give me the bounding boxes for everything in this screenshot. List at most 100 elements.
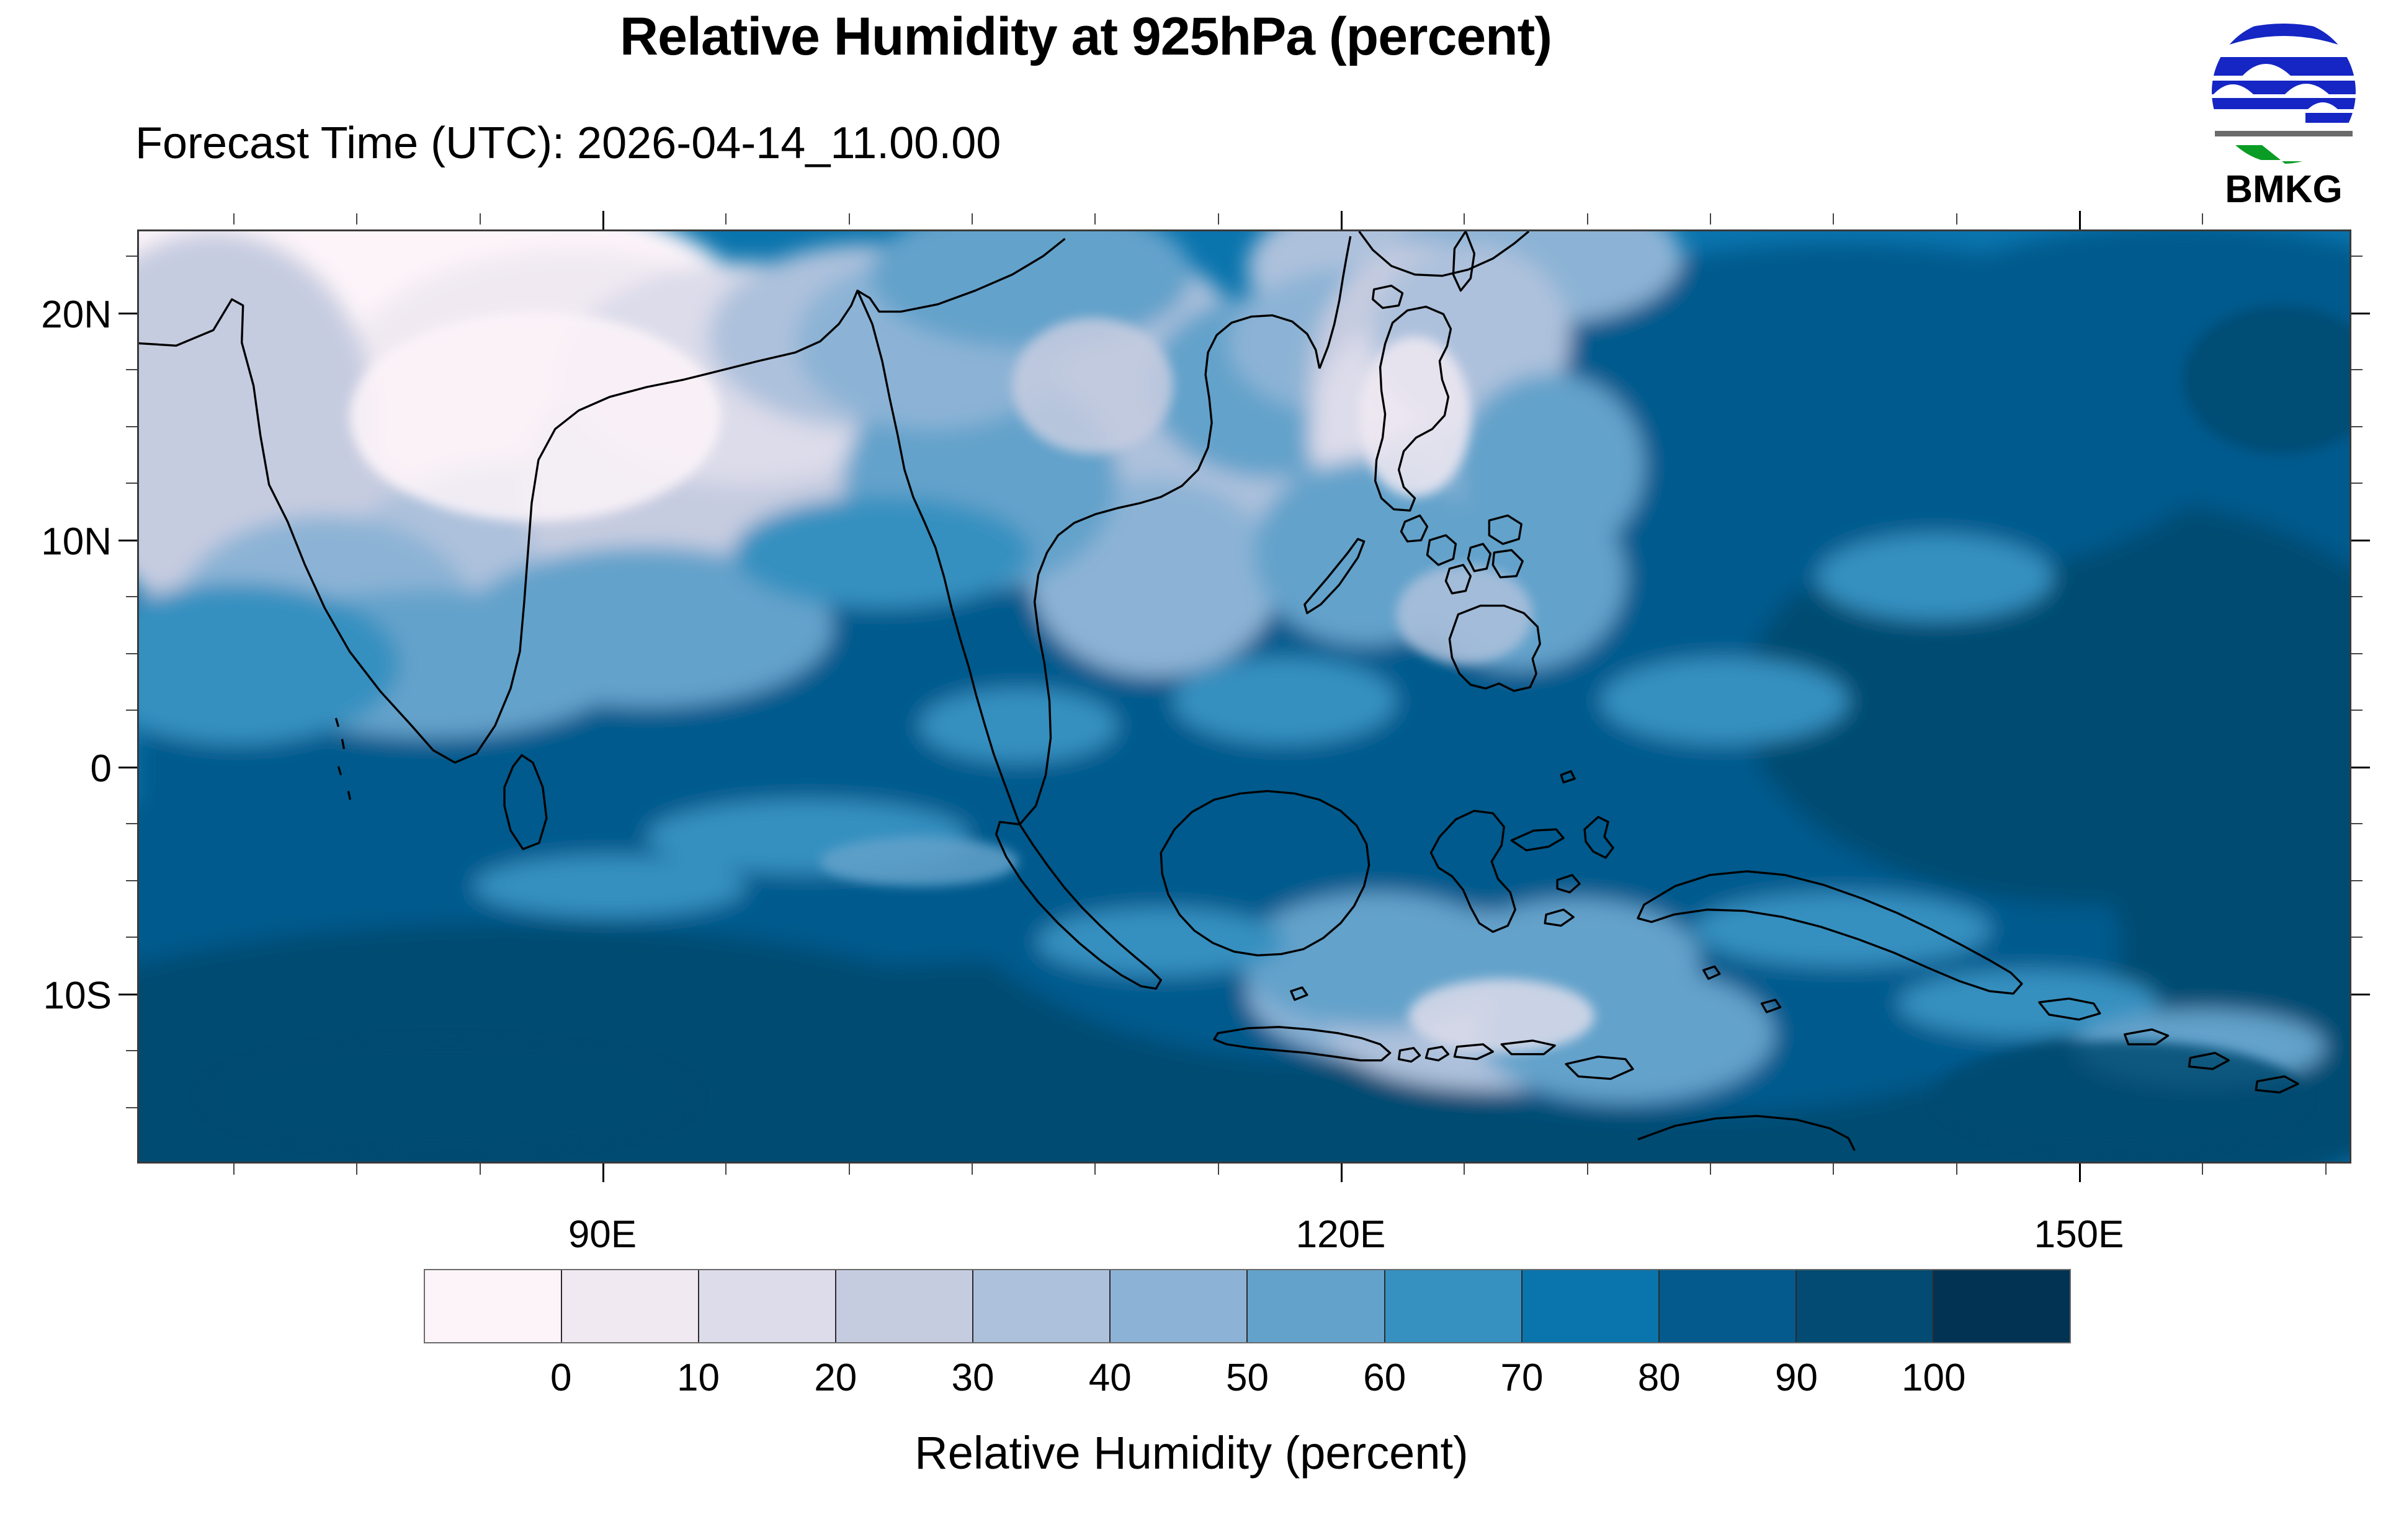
ytick-minor	[126, 596, 137, 597]
colorbar-tick-label-20: 20	[814, 1356, 857, 1399]
xtick-minor	[356, 1164, 357, 1175]
xtick-minor-top	[356, 213, 357, 225]
xtick-label-120E: 120E	[1295, 1213, 1386, 1256]
ytick-minor-right	[2351, 880, 2363, 881]
colorbar-segment-2	[699, 1270, 837, 1342]
colorbar-tick-label-10: 10	[677, 1356, 720, 1399]
xtick-major-top-120E	[1341, 211, 1343, 229]
xtick-minor	[2202, 1164, 2203, 1175]
xtick-minor-top	[480, 213, 481, 225]
xtick-minor-top	[1587, 213, 1588, 225]
humidity-field	[139, 231, 2349, 1162]
xtick-minor-top	[725, 213, 727, 225]
xtick-minor	[1464, 1164, 1465, 1175]
ytick-minor	[126, 880, 137, 881]
xtick-major-150E	[2079, 1164, 2081, 1182]
colorbar-segment-3	[836, 1270, 974, 1342]
xtick-label-90E: 90E	[568, 1213, 637, 1256]
xtick-minor	[2325, 1164, 2327, 1175]
ytick-minor-right	[2351, 710, 2363, 711]
ytick-major-10N	[118, 540, 137, 541]
ytick-major-right	[2351, 540, 2370, 541]
xtick-minor-top	[1956, 213, 1957, 225]
colorbar-tick-label-80: 80	[1637, 1356, 1681, 1399]
colorbar-segment-10	[1796, 1270, 1934, 1342]
colorbar-tick-label-0: 0	[550, 1356, 572, 1399]
ytick-minor	[126, 483, 137, 484]
xtick-minor	[1833, 1164, 1834, 1175]
ytick-label-10N: 10N	[41, 520, 112, 563]
ytick-minor	[126, 256, 137, 257]
ytick-label-0: 0	[90, 747, 112, 790]
ytick-minor-right	[2351, 426, 2363, 427]
ytick-minor	[126, 426, 137, 427]
ytick-minor	[126, 653, 137, 654]
colorbar-segment-1	[562, 1270, 700, 1342]
ytick-minor-right	[2351, 369, 2363, 370]
xtick-minor	[1710, 1164, 1711, 1175]
xtick-label-150E: 150E	[2034, 1213, 2124, 1256]
xtick-minor-top	[1833, 213, 1834, 225]
ytick-minor	[126, 823, 137, 824]
ytick-minor-right	[2351, 483, 2363, 484]
ytick-minor	[126, 1050, 137, 1051]
colorbar-tick-label-70: 70	[1500, 1356, 1544, 1399]
xtick-major-120E	[1341, 1164, 1343, 1182]
xtick-minor-top	[2202, 213, 2203, 225]
xtick-minor-top	[972, 213, 973, 225]
xtick-major-90E	[602, 1164, 604, 1182]
ytick-major-0	[118, 767, 137, 768]
ytick-label-20N: 20N	[41, 293, 112, 336]
colorbar-tick-label-30: 30	[951, 1356, 995, 1399]
xtick-minor	[233, 1164, 235, 1175]
xtick-minor-top	[1464, 213, 1465, 225]
page-title: Relative Humidity at 925hPa (percent)	[620, 7, 1552, 66]
ytick-minor-right	[2351, 596, 2363, 597]
xtick-minor	[1587, 1164, 1588, 1175]
xtick-minor	[480, 1164, 481, 1175]
colorbar-tick-label-40: 40	[1088, 1356, 1132, 1399]
ytick-minor	[126, 1107, 137, 1108]
colorbar-segment-7	[1385, 1270, 1522, 1342]
ytick-major-10S	[118, 994, 137, 995]
colorbar-tick-label-90: 90	[1775, 1356, 1818, 1399]
humidity-map-panel[interactable]	[137, 229, 2351, 1164]
xtick-major-top-150E	[2079, 211, 2081, 229]
xtick-minor	[1956, 1164, 1957, 1175]
xtick-minor	[725, 1164, 727, 1175]
logo-sky-stripes	[2212, 24, 2356, 123]
colorbar-segment-9	[1659, 1270, 1797, 1342]
ytick-minor-right	[2351, 653, 2363, 654]
xtick-minor-top	[233, 213, 235, 225]
xtick-major-top-90E	[602, 211, 604, 229]
colorbar-tick-label-60: 60	[1363, 1356, 1406, 1399]
xtick-minor	[1218, 1164, 1219, 1175]
colorbar-segment-5	[1111, 1270, 1248, 1342]
humidity-fine-structure	[200, 305, 2349, 1152]
xtick-minor	[1094, 1164, 1096, 1175]
colorbar-segment-11	[1933, 1270, 2070, 1342]
ytick-major-20N	[118, 313, 137, 314]
xtick-minor-top	[1094, 213, 1096, 225]
colorbar[interactable]	[424, 1269, 2071, 1343]
ytick-minor	[126, 937, 137, 938]
xtick-minor-top	[849, 213, 850, 225]
colorbar-tick-label-50: 50	[1226, 1356, 1269, 1399]
colorbar-tick-label-100: 100	[1902, 1356, 1966, 1399]
forecast-time-subtitle: Forecast Time (UTC): 2026-04-14_11.00.00	[135, 118, 1001, 168]
colorbar-segment-6	[1248, 1270, 1385, 1342]
ytick-minor-right	[2351, 256, 2363, 257]
colorbar-segment-0	[425, 1270, 563, 1342]
ytick-minor-right	[2351, 823, 2363, 824]
logo-text: BMKG	[2225, 168, 2342, 210]
xtick-minor-top	[1218, 213, 1219, 225]
xtick-minor-top	[1710, 213, 1711, 225]
ytick-minor	[126, 369, 137, 370]
ytick-minor	[126, 710, 137, 711]
logo-divider	[2215, 131, 2353, 136]
ytick-major-right	[2351, 767, 2370, 768]
bmkg-logo: BMKG	[2206, 5, 2361, 210]
ytick-minor-right	[2351, 937, 2363, 938]
xtick-minor	[849, 1164, 850, 1175]
xtick-minor	[972, 1164, 973, 1175]
